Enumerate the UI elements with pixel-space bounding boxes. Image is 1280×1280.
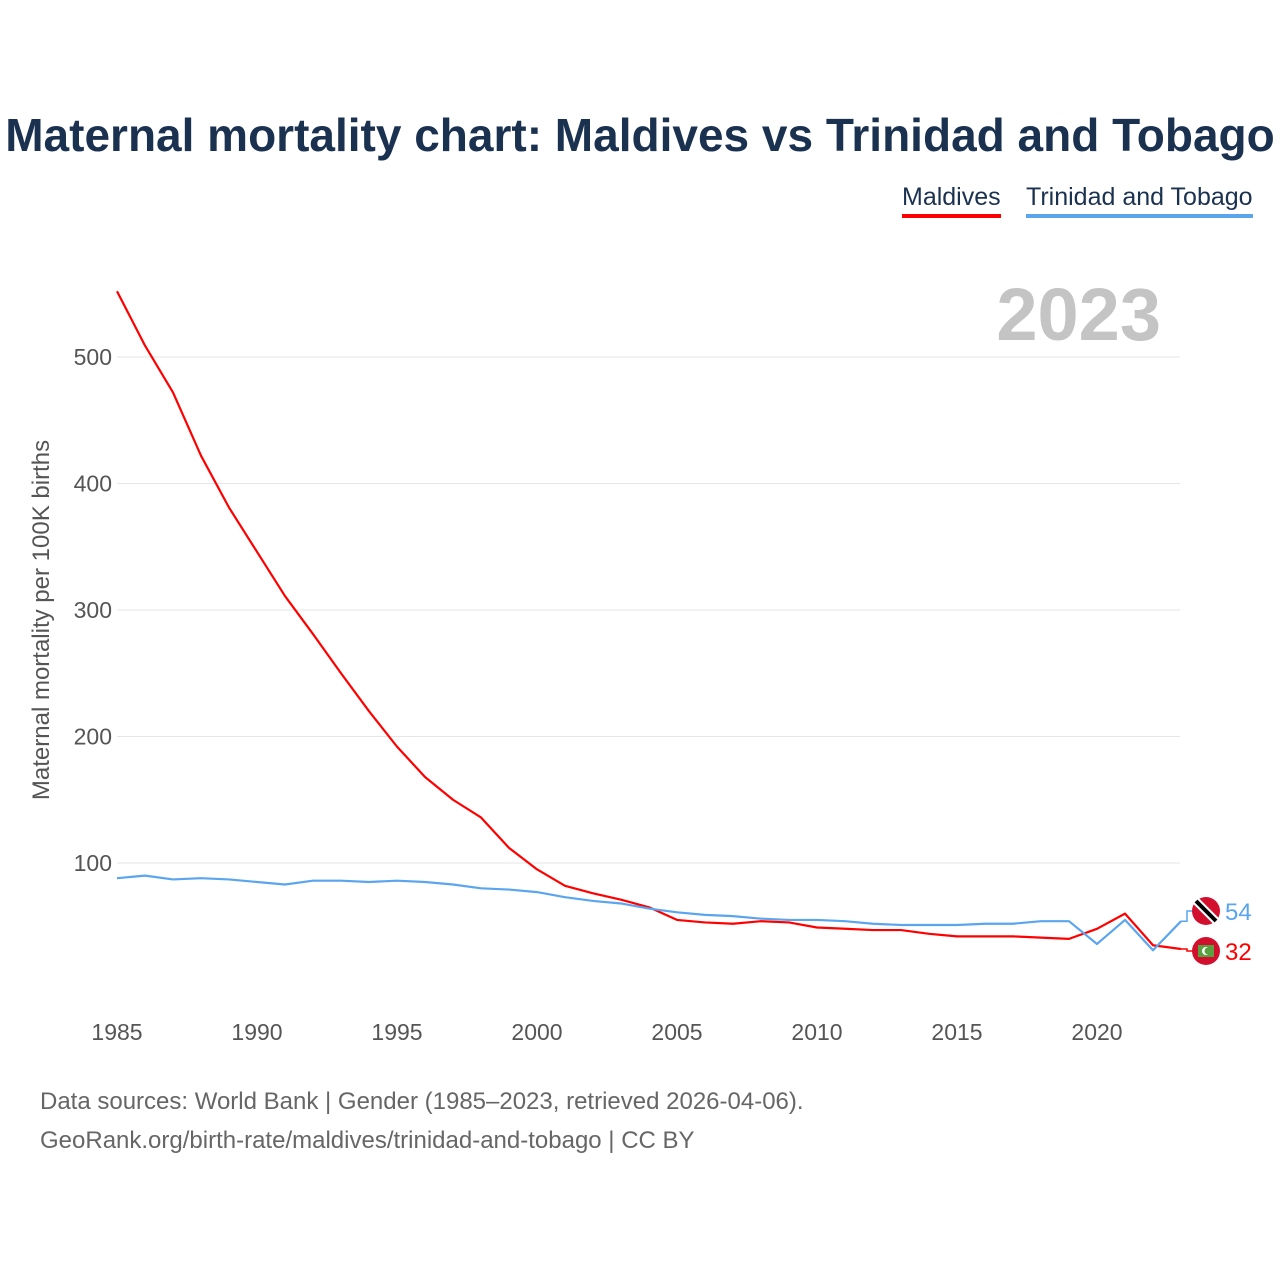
footer-url[interactable]: GeoRank.org/birth-rate/maldives/trinidad… [40, 1127, 695, 1154]
x-tick-label: 1985 [91, 1019, 142, 1045]
x-tick-label: 2010 [791, 1019, 842, 1045]
series-line-maldives [116, 290, 1182, 951]
x-tick-label: 1995 [371, 1019, 422, 1045]
end-value-label: 54 [1225, 899, 1252, 926]
y-tick-label: 400 [74, 471, 112, 497]
trinidad-flag-icon [1192, 897, 1220, 925]
y-tick-label: 200 [74, 724, 112, 750]
x-tick-label: 2020 [1071, 1019, 1122, 1045]
footer-source: Data sources: World Bank | Gender (1985–… [40, 1088, 804, 1115]
year-label: 2023 [996, 273, 1161, 356]
x-tick-label: 2015 [931, 1019, 982, 1045]
end-value-label: 32 [1225, 939, 1252, 966]
leader-line [1181, 910, 1193, 922]
chart-title: Maternal mortality chart: Maldives vs Tr… [5, 109, 1275, 161]
x-tick-label: 2005 [651, 1019, 702, 1045]
series-line-trinidad [116, 874, 1182, 952]
leader-line [1181, 948, 1193, 952]
legend-trinidad[interactable]: Trinidad and Tobago [1026, 183, 1253, 218]
legend-maldives[interactable]: Maldives [902, 183, 1001, 218]
y-tick-label: 300 [74, 597, 112, 623]
x-tick-label: 2000 [511, 1019, 562, 1045]
maldives-flag-icon [1192, 937, 1220, 965]
y-tick-label: 100 [74, 850, 112, 876]
y-tick-label: 500 [74, 344, 112, 370]
x-tick-label: 1990 [231, 1019, 282, 1045]
